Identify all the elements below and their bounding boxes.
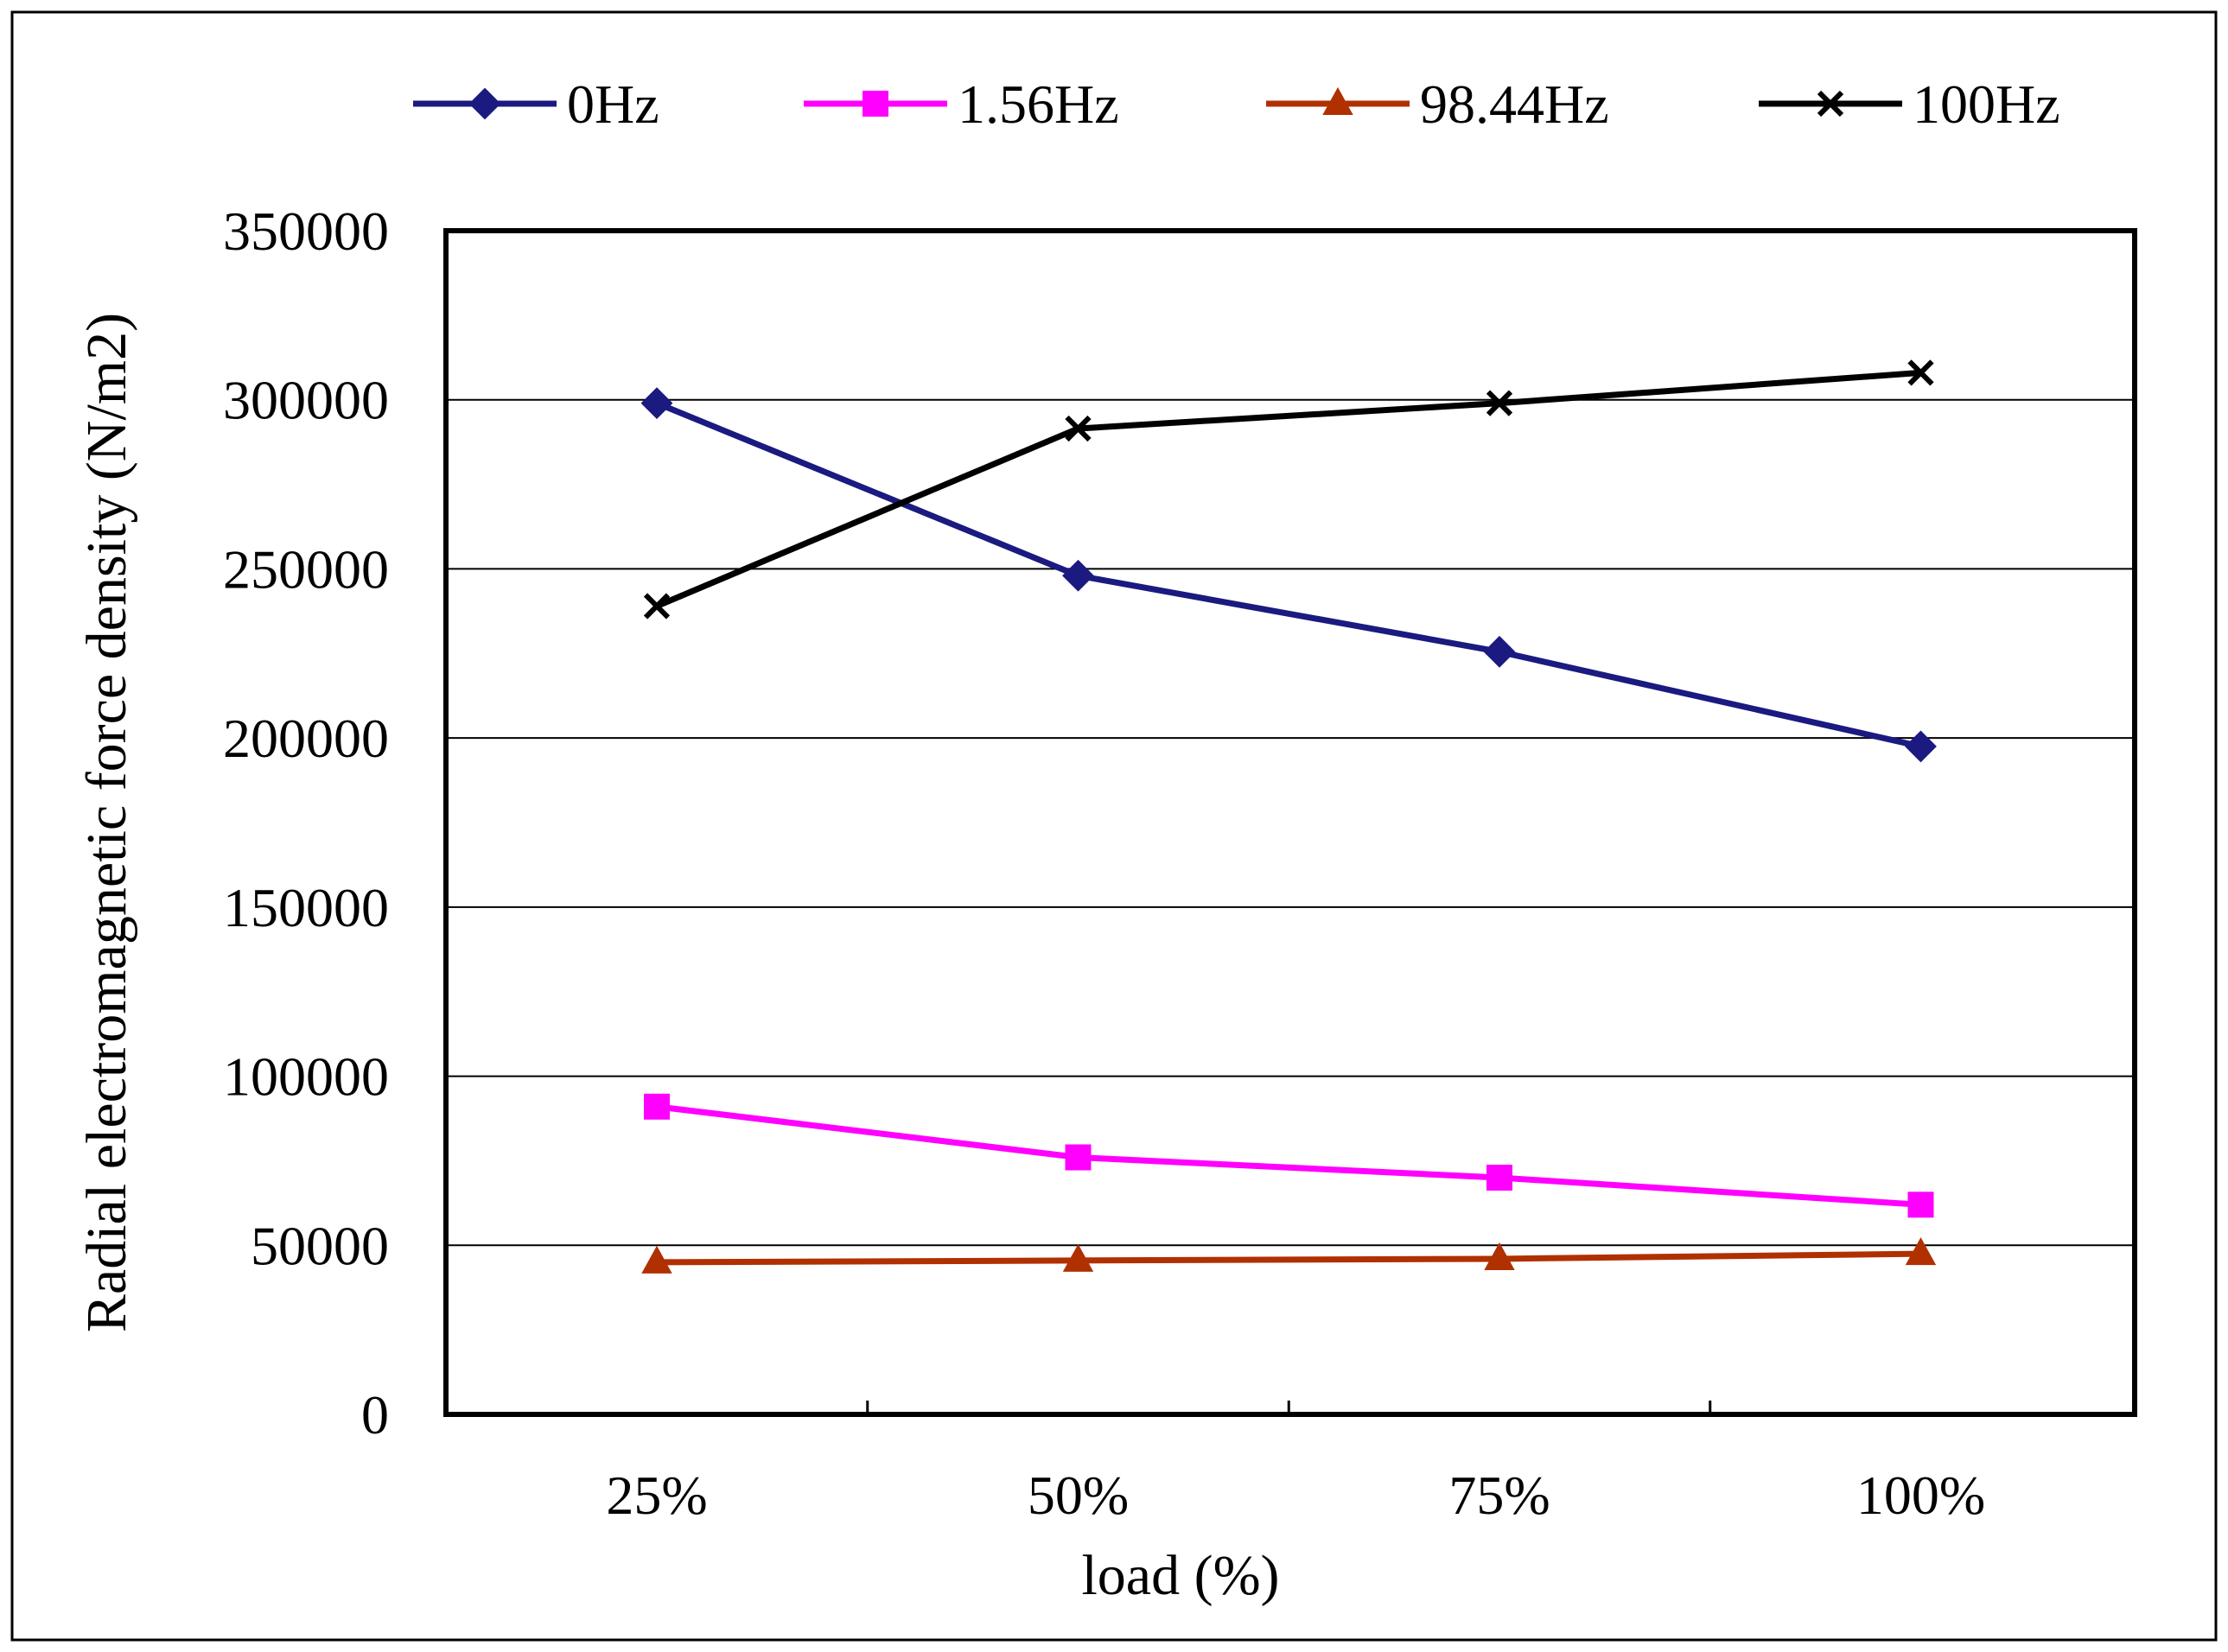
data-point (644, 1093, 670, 1120)
y-tick-label: 200000 (223, 708, 389, 769)
x-axis-label: load (%) (1081, 1544, 1279, 1607)
legend-item: 98.44Hz (1266, 73, 1609, 135)
y-tick-labels: 0 50000 100000 150000 200000 250000 300000 3500… (223, 200, 389, 1446)
legend-item: 1.56Hz (804, 73, 1119, 135)
series-line (656, 1250, 1921, 1266)
series-100Hz (643, 359, 1934, 620)
legend-marker (468, 87, 501, 120)
series-lines (640, 359, 1937, 1274)
series-1.56Hz (644, 1093, 1934, 1218)
data-point (1484, 1242, 1515, 1270)
x-tick-label: 25% (606, 1465, 707, 1526)
legend-label: 100Hz (1913, 73, 2060, 135)
y-tick-label: 350000 (223, 200, 389, 262)
y-tick-label: 150000 (223, 877, 389, 938)
data-point (643, 593, 671, 620)
series-line (656, 1103, 1921, 1208)
series-98.44Hz (641, 1237, 1937, 1274)
legend-label: 0Hz (567, 73, 659, 135)
y-tick-label: 50000 (251, 1215, 389, 1276)
legend-marker (1322, 86, 1353, 115)
plot-area-frame (443, 228, 2137, 1417)
legend-marker (1817, 90, 1844, 118)
y-tick-label: 100000 (223, 1046, 389, 1108)
data-point (1907, 359, 1934, 386)
legend-marker (863, 91, 888, 117)
x-tick-label: 75% (1448, 1465, 1550, 1526)
data-point (1486, 390, 1513, 416)
legend: 0Hz 1.56Hz 98.44Hz 100Hz (413, 73, 2060, 135)
data-point (1905, 730, 1937, 763)
y-axis-label: Radial electromagnetic force density (N/… (75, 313, 138, 1332)
series-line (655, 369, 1921, 609)
data-point (1905, 1237, 1937, 1266)
data-point (1062, 559, 1094, 592)
data-point (641, 1245, 672, 1274)
x-tick-label: 100% (1856, 1465, 1985, 1526)
data-point (1065, 415, 1092, 442)
gridlines (446, 398, 2135, 1247)
data-point (1907, 1191, 1934, 1218)
y-tick-label: 250000 (223, 538, 389, 600)
y-tick-label: 0 (361, 1384, 389, 1446)
outer-frame (10, 10, 2218, 1642)
x-tick-label: 50% (1028, 1465, 1129, 1526)
x-tick-labels: 25% 50% 75% 100% (606, 1465, 1985, 1526)
data-point (1065, 1144, 1092, 1171)
legend-label: 1.56Hz (958, 73, 1119, 135)
data-point (1062, 1243, 1094, 1272)
legend-label: 98.44Hz (1420, 73, 1609, 135)
data-point (640, 387, 673, 420)
data-point (1483, 635, 1516, 668)
series-0Hz (640, 387, 1937, 763)
y-tick-label: 300000 (223, 370, 389, 431)
data-point (1486, 1165, 1512, 1191)
series-line (655, 400, 1922, 750)
legend-item: 100Hz (1759, 73, 2060, 135)
legend-item: 0Hz (413, 73, 659, 135)
